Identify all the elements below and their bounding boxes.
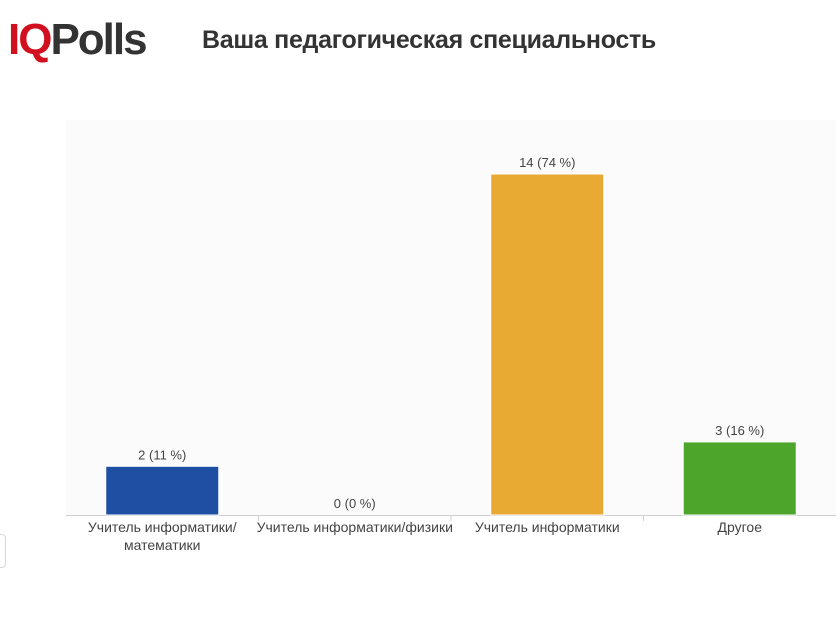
data-label-2: 0 (0 %) bbox=[334, 496, 376, 511]
category-label-2: Учитель информатики/физики bbox=[257, 519, 453, 535]
category-label-3: Учитель информатики bbox=[475, 519, 620, 535]
logo-iq: IQ bbox=[8, 15, 52, 64]
side-panel-tab[interactable] bbox=[0, 534, 6, 568]
category-label-1-line-2: математики bbox=[124, 537, 200, 553]
iqpolls-logo: IQPolls bbox=[8, 14, 148, 66]
category-label-1-line-1: Учитель информатики/ bbox=[88, 519, 237, 535]
bar-4[interactable] bbox=[682, 441, 797, 516]
data-label-3: 14 (74 %) bbox=[519, 155, 575, 170]
chart-title: Ваша педагогическая специальность bbox=[202, 26, 656, 54]
data-label-4: 3 (16 %) bbox=[715, 423, 764, 438]
bar-3[interactable] bbox=[490, 173, 605, 516]
bar-1[interactable] bbox=[105, 465, 220, 516]
data-label-1: 2 (11 %) bbox=[138, 447, 186, 462]
category-label-4: Другое bbox=[718, 519, 763, 535]
logo-polls: Polls bbox=[50, 15, 147, 64]
